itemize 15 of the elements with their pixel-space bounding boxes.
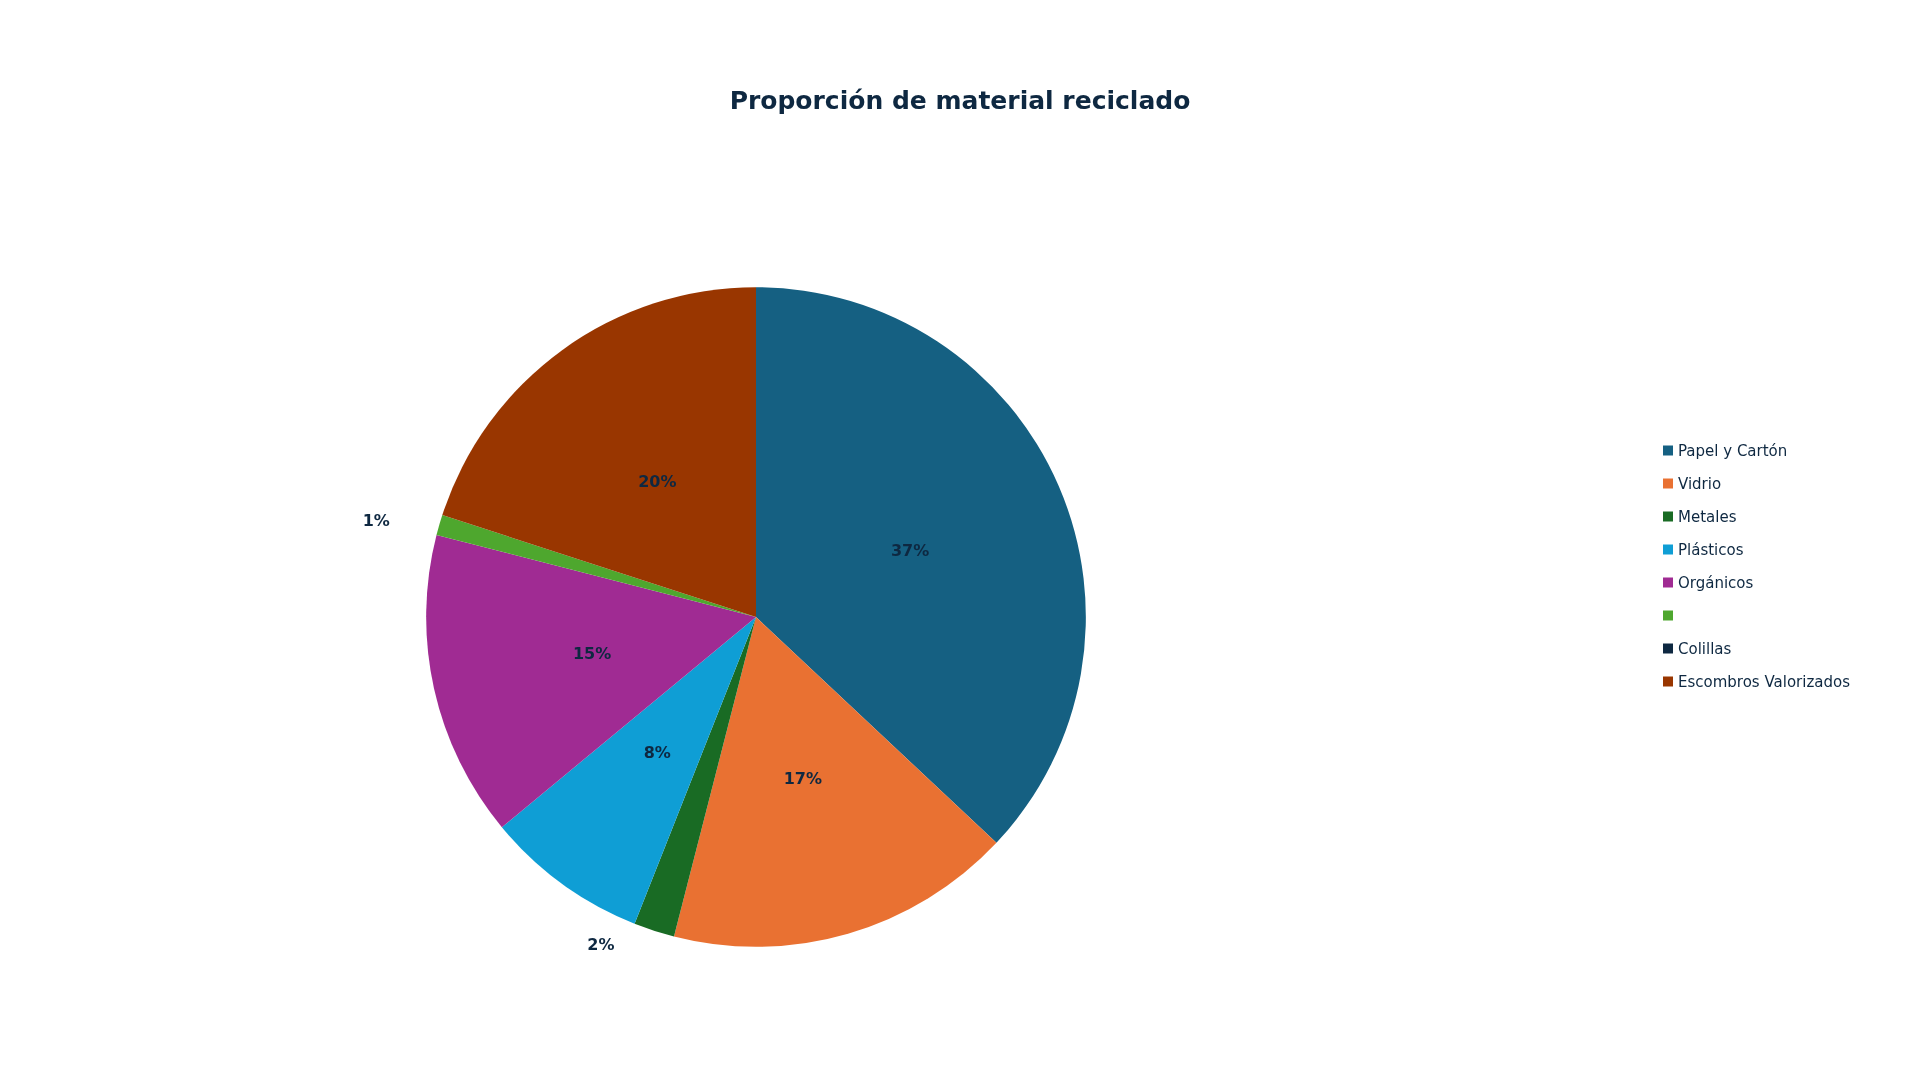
data-label: 17% [783, 768, 822, 788]
legend-label: Vidrio [1678, 474, 1722, 493]
data-label: 1% [362, 511, 390, 531]
legend-label: Papel y Cartón [1678, 441, 1788, 460]
data-label: 20% [638, 471, 677, 491]
legend-label: Orgánicos [1678, 573, 1754, 592]
legend-label: Metales [1678, 507, 1737, 526]
legend-label: Plásticos [1678, 540, 1744, 559]
data-label: 2% [587, 935, 615, 955]
legend-label: Colillas [1678, 639, 1732, 658]
chart-title: Proporción de material reciclado [729, 86, 1191, 115]
data-label: 8% [643, 743, 671, 763]
legend-label: Escombros Valorizados [1678, 672, 1851, 691]
data-label: 15% [572, 644, 612, 664]
data-label: 37% [890, 540, 930, 560]
